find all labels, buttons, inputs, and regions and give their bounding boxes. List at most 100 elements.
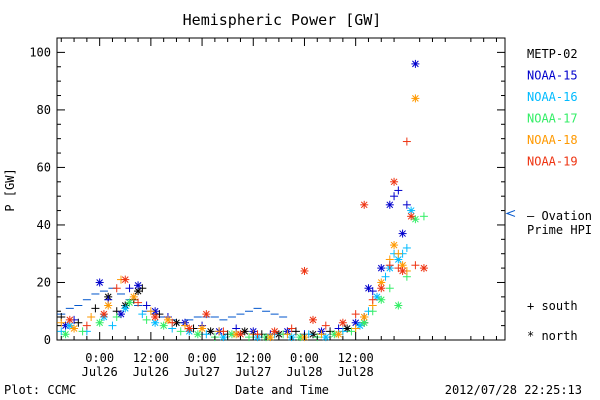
data-point — [360, 200, 369, 209]
data-point — [78, 327, 87, 336]
data-point — [117, 310, 125, 319]
data-point — [172, 318, 181, 327]
data-point — [419, 212, 428, 221]
data-point — [206, 327, 215, 336]
data-point — [57, 327, 66, 336]
data-point — [82, 321, 91, 330]
y-axis: 0 20 40 60 80 100 — [29, 37, 505, 347]
chart-title: Hemispheric Power [GW] — [183, 11, 382, 29]
footer-credit: Plot: CCMC — [4, 383, 76, 397]
marker-legend-entry: * north — [527, 329, 578, 343]
data-point — [402, 200, 411, 209]
x-tick-time: 0:00 — [290, 351, 319, 365]
data-point — [381, 272, 390, 281]
data-point — [121, 275, 130, 284]
x-tick-date: Jul26 — [133, 365, 169, 379]
marker-legend: + south * north — [527, 299, 578, 343]
data-point — [394, 255, 403, 264]
data-point — [125, 284, 134, 293]
data-point — [104, 301, 113, 310]
x-tick-date: Jul28 — [286, 365, 322, 379]
data-point — [108, 321, 117, 330]
data-point — [163, 315, 172, 324]
data-point — [398, 229, 407, 238]
data-point — [125, 298, 134, 307]
data-point — [266, 333, 275, 342]
data-point — [304, 330, 313, 339]
data-point — [402, 243, 411, 252]
data-point — [411, 215, 420, 224]
x-tick-time: 0:00 — [188, 351, 217, 365]
data-point — [138, 310, 147, 319]
data-point — [368, 295, 377, 304]
legend-entry: METP-02 — [527, 47, 578, 61]
data-point — [321, 321, 330, 330]
x-axis-label: Date and Time — [235, 383, 329, 397]
data-point — [146, 307, 155, 316]
data-point — [390, 192, 399, 201]
data-point — [334, 330, 343, 339]
data-point — [112, 312, 121, 321]
data-point — [57, 318, 66, 327]
y-tick-label: 20 — [37, 275, 51, 289]
data-point — [385, 261, 394, 270]
data-point — [245, 333, 253, 342]
data-point — [168, 318, 177, 327]
ovation-legend: – Ovation Prime HPI — [505, 209, 592, 237]
x-axis: 0:00Jul2612:00Jul260:00Jul2712:00Jul270:… — [60, 38, 497, 379]
data-point — [407, 212, 416, 221]
data-point — [185, 324, 194, 333]
data-point — [61, 330, 70, 339]
y-axis-label: P [GW] — [3, 168, 17, 211]
data-point — [419, 264, 428, 273]
data-point — [411, 261, 420, 270]
data-point — [377, 284, 386, 293]
x-tick-time: 12:00 — [338, 351, 374, 365]
data-point — [181, 321, 189, 330]
data-point — [65, 315, 74, 324]
data-point — [219, 333, 228, 342]
data-point — [74, 318, 83, 327]
data-point — [129, 292, 138, 301]
data-point — [377, 264, 386, 273]
data-point — [70, 324, 79, 333]
data-point — [390, 241, 399, 250]
y-tick-label: 0 — [44, 333, 51, 347]
data-point — [373, 292, 381, 301]
data-point — [347, 327, 356, 336]
x-tick-date: Jul26 — [82, 365, 118, 379]
ovation-arrow-icon — [505, 209, 516, 217]
data-point — [309, 315, 317, 324]
ovation-legend-line1: – Ovation — [527, 209, 592, 223]
data-point — [394, 249, 403, 258]
data-point — [253, 330, 262, 339]
data-point — [321, 333, 330, 342]
y-tick-label: 80 — [37, 103, 51, 117]
data-point — [287, 324, 296, 333]
data-point — [411, 59, 420, 68]
data-point — [121, 304, 130, 313]
data-point — [134, 281, 143, 290]
x-tick-date: Jul27 — [235, 365, 271, 379]
data-point — [360, 312, 369, 321]
footer-timestamp: 2012/07/28 22:25:13 — [445, 383, 582, 397]
data-point — [338, 327, 347, 336]
marker-legend-entry: + south — [527, 299, 578, 313]
data-point — [283, 330, 292, 339]
data-point — [270, 327, 279, 336]
data-point — [151, 312, 160, 321]
data-point — [394, 301, 403, 310]
data-point — [198, 324, 207, 333]
x-tick-time: 0:00 — [85, 351, 114, 365]
data-point — [151, 318, 160, 327]
data-point — [368, 287, 377, 296]
data-point — [338, 318, 347, 327]
data-point — [176, 327, 185, 336]
data-point — [236, 330, 245, 339]
data-point — [377, 295, 386, 304]
data-point — [394, 186, 403, 195]
data-point — [142, 315, 151, 324]
data-point — [360, 318, 369, 327]
y-tick-label: 60 — [37, 160, 51, 174]
